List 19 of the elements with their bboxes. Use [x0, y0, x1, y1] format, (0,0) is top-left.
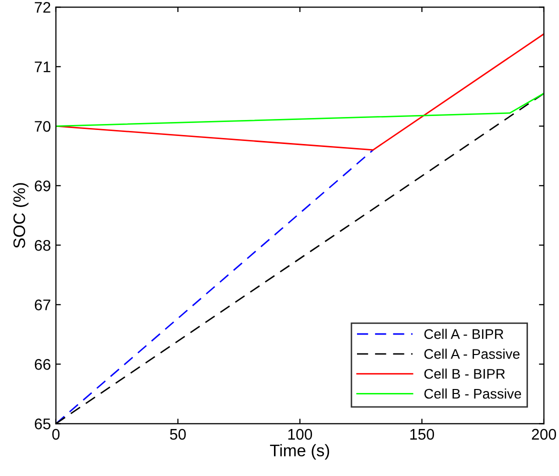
x-tick-label: 150: [410, 428, 434, 440]
y-tick-label: 72: [34, 2, 50, 13]
x-tick-label: 0: [52, 428, 60, 440]
y-tick-label: 70: [34, 121, 50, 132]
y-tick-label: 65: [34, 418, 50, 430]
x-tick-label: 50: [170, 428, 186, 440]
x-tick-label: 200: [532, 428, 556, 440]
x-axis-title: Time (s): [270, 444, 330, 460]
y-tick-label: 68: [34, 240, 50, 251]
y-tick-label: 67: [34, 300, 50, 310]
legend-label: Cell A - Passive: [424, 348, 520, 359]
legend-label: Cell B - BIPR: [424, 368, 505, 379]
legend-label: Cell B - Passive: [424, 388, 522, 399]
x-tick-label: 100: [288, 428, 312, 440]
y-tick-label: 66: [34, 359, 50, 370]
y-axis-title: SOC (%): [12, 183, 28, 248]
y-tick-label: 71: [34, 62, 50, 72]
y-tick-label: 69: [34, 180, 50, 192]
legend-label: Cell A - BIPR: [424, 328, 504, 339]
